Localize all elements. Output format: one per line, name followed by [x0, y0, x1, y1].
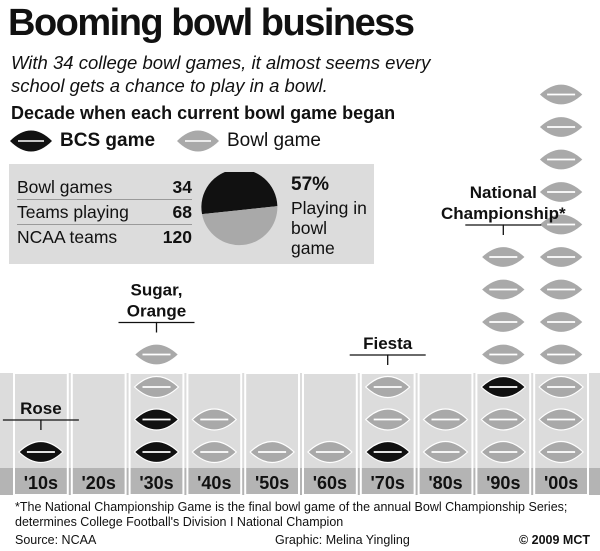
- subtitle: With 34 college bowl games, it almost se…: [11, 52, 431, 96]
- football-bowl: [480, 245, 527, 269]
- football-bowl: [538, 343, 584, 366]
- football-bowl: [364, 408, 411, 431]
- pie-chart: [201, 172, 278, 246]
- decade-column: [359, 372, 416, 496]
- decade-column: [13, 372, 69, 496]
- stat-value: 68: [172, 202, 192, 222]
- section-heading: Decade when each current bowl game began: [11, 103, 396, 123]
- annotation: Rose: [2, 399, 79, 430]
- legend-bcs-label: BCS game: [60, 130, 156, 151]
- football-bowl: [538, 213, 584, 236]
- football-bcs: [480, 375, 527, 399]
- category-label: '80s: [428, 473, 462, 493]
- decade-column: [244, 372, 300, 496]
- football-bcs: [133, 440, 180, 464]
- football-bowl: [191, 408, 238, 431]
- football-bowl: [480, 310, 527, 334]
- football-bowl: [480, 408, 527, 431]
- footnote: *The National Championship Game is the f…: [15, 500, 568, 529]
- stat-row-ncaa-teams: NCAA teams 120: [17, 225, 192, 249]
- source-credit: Source: NCAA: [15, 533, 97, 547]
- football-bowl: [133, 343, 180, 366]
- football-bcs-icon: [10, 130, 52, 152]
- football-bowl-icon: [177, 130, 219, 152]
- decade-column: [417, 372, 474, 496]
- decade-column: [128, 372, 185, 496]
- page-title: Booming bowl business: [8, 2, 415, 44]
- decade-column: [533, 372, 590, 496]
- football-bowl: [538, 375, 584, 399]
- annotation: Fiesta: [349, 334, 426, 365]
- category-label: '30s: [139, 473, 173, 493]
- football-bowl: [191, 440, 238, 464]
- category-label: '50s: [255, 473, 289, 493]
- football-bowl: [422, 408, 469, 431]
- football-bowl: [538, 440, 584, 464]
- football-bowl: [538, 148, 584, 171]
- football-bcs: [364, 440, 411, 464]
- football-bowl: [480, 278, 527, 301]
- category-label: '40s: [197, 473, 231, 493]
- decade-column: [475, 372, 532, 496]
- football-bowl: [133, 375, 180, 399]
- stat-label: Teams playing: [17, 202, 129, 222]
- football-bowl: [538, 408, 584, 431]
- annotation-label: Rose: [20, 399, 62, 418]
- stat-label: NCAA teams: [17, 227, 118, 247]
- legend-bowl-label: Bowl game: [227, 130, 321, 151]
- decade-column: [186, 372, 243, 496]
- football-bowl: [422, 440, 469, 464]
- stat-label: Bowl games: [17, 177, 113, 197]
- pct-caption: Playing in bowl game: [291, 198, 367, 258]
- category-label: '70s: [371, 473, 405, 493]
- annotation: National Championship*: [441, 183, 566, 235]
- annotation-label: Sugar,: [131, 281, 183, 300]
- category-label: '10s: [24, 473, 58, 493]
- pie-slice-not-playing: [202, 206, 278, 246]
- category-label: '00s: [544, 473, 578, 493]
- football-bcs: [18, 440, 64, 464]
- football-bowl: [538, 245, 584, 269]
- copyright: © 2009 MCT: [518, 533, 590, 547]
- stat-row-bowl-games: Bowl games 34: [17, 175, 192, 200]
- decade-column: [70, 372, 127, 496]
- category-label: '20s: [82, 473, 116, 493]
- football-bowl: [538, 310, 584, 334]
- legend-bcs: BCS game: [8, 128, 155, 154]
- football-bowl: [364, 375, 411, 399]
- football-bcs: [133, 408, 180, 431]
- stats-panel: Bowl games 34 Teams playing 68 NCAA team…: [9, 164, 374, 264]
- annotation-label: National: [470, 183, 537, 202]
- graphic-credit: Graphic: Melina Yingling: [275, 533, 410, 547]
- annotation-label: Fiesta: [363, 334, 413, 353]
- football-bowl: [538, 115, 584, 139]
- football-bowl: [249, 440, 295, 464]
- stat-value: 120: [162, 227, 192, 247]
- category-label: '90s: [486, 473, 520, 493]
- category-label: '60s: [313, 473, 347, 493]
- pct-value: 57%: [291, 174, 330, 195]
- pie-slice-playing: [201, 172, 278, 215]
- football-bowl: [480, 440, 527, 464]
- football-bowl: [307, 440, 353, 464]
- stat-row-teams-playing: Teams playing 68: [17, 200, 192, 225]
- decade-column: [302, 372, 358, 496]
- football-bowl: [538, 180, 584, 204]
- stat-value: 34: [172, 177, 192, 197]
- football-bowl: [538, 278, 584, 301]
- football-bowl: [480, 343, 527, 366]
- annotation: Sugar, Orange: [118, 281, 195, 333]
- football-bowl: [538, 83, 584, 106]
- annotation-label: Orange: [127, 302, 187, 321]
- legend-bowl: Bowl game: [175, 128, 321, 154]
- annotation-label: Championship*: [441, 204, 566, 223]
